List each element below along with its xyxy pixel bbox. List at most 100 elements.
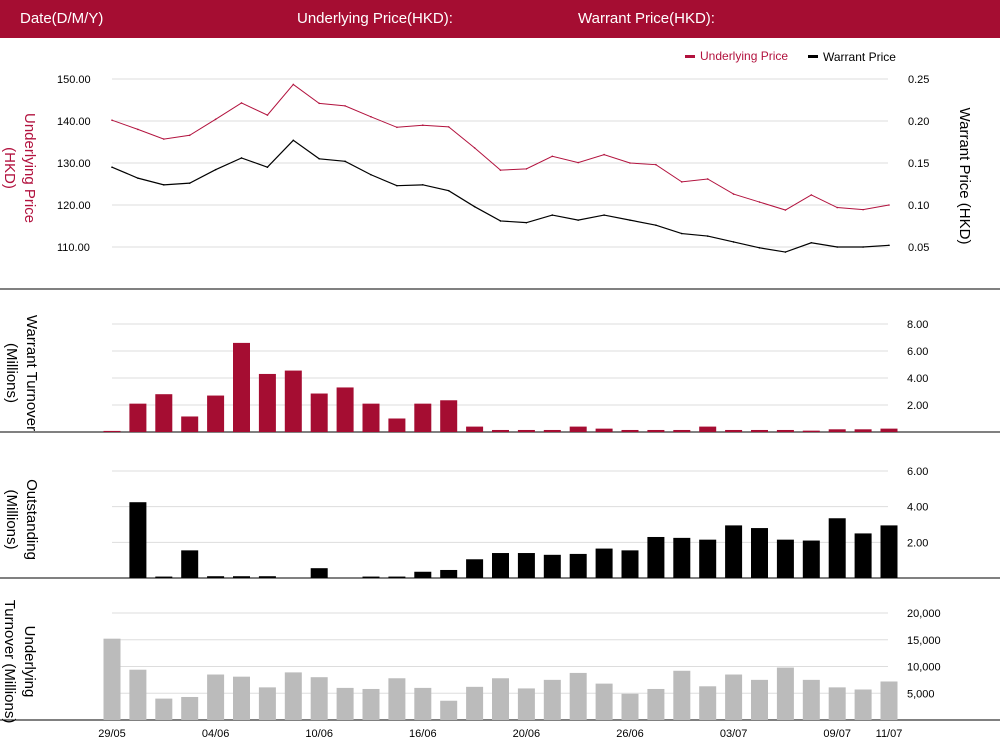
x-tick-label: 29/05 [98,728,126,740]
outstanding-y-tick: 6.00 [907,466,928,478]
outstanding-y-tick: 2.00 [907,537,928,549]
warrant-turnover-bar [802,430,820,432]
underlying-price-point [732,193,735,195]
underlying-turnover-bar [647,688,665,720]
warrant-price-point [111,166,113,168]
underlying-turnover-bar [595,683,613,720]
warrant-turnover-bar [284,370,302,432]
underlying-price-point [266,114,269,116]
warrant-turnover-bar [776,429,794,432]
underlying-turnover-bar [725,674,743,720]
underlying-turnover-bar [517,688,535,720]
warrant-turnover-bar [414,403,432,432]
underlying-price-point [396,126,398,129]
underlying-turnover-bar [440,700,458,720]
warrant-price-point [603,214,605,216]
outstanding-y-tick: 4.00 [907,502,928,514]
underlying-turnover-bar [751,679,768,720]
warrant-price-point [525,221,528,224]
warrant-price-point [318,158,321,160]
underlying-price-point [655,163,657,166]
outstanding-bar [440,569,458,578]
date-label: Date(D/M/Y) [20,10,104,27]
x-tick-label: 10/06 [305,728,333,740]
underlying-turnover-bar [673,670,691,720]
warrant-price-point [370,173,372,176]
warrant-turnover-bar [595,428,613,432]
legend-label-warrant: Warrant Price [823,50,896,64]
underlying-price-point [163,138,165,140]
warrant-price-point [810,242,813,244]
outstanding-bar [854,533,872,578]
outstanding-bar [207,576,225,578]
underlying-turnover-bar [129,669,147,720]
outstanding-bar [155,576,173,578]
x-tick-label: 11/07 [876,728,903,740]
warrant-turnover-bar [828,429,846,432]
underlying-price-point [862,208,864,211]
underlying-price-point [525,168,528,170]
outstanding-bar [595,548,613,578]
warrant-price-point [732,241,735,243]
warrant-turnover-bar [751,429,768,432]
warrant-turnover-bar [543,429,561,432]
outstanding-bar [725,525,743,578]
y-tick-right: 0.10 [908,200,929,212]
warrant-turnover-bar [699,426,717,432]
underlying-price-point [214,118,217,121]
outstanding-bar [776,539,794,578]
warrant-turnover-bar [440,400,458,432]
warrant-turnover-bar [258,373,276,432]
warrant-price-point [758,247,761,249]
underlying-price-point [318,102,321,105]
warrant-price-point [655,224,657,226]
underlying-turnover-y-tick: 20,000 [907,608,941,620]
y-tick-left: 150.00 [57,74,91,86]
warrant-turnover-bar [388,418,406,432]
outstanding-bar [543,554,561,578]
warrant-turnover-bar [336,387,354,432]
underlying-turnover-bar [621,693,639,720]
x-tick-label: 09/07 [823,728,851,740]
y-tick-right: 0.20 [908,116,929,128]
outstanding-bar [310,568,328,578]
underlying-price-point [447,126,450,128]
warrant-turnover-bar [233,342,250,432]
warrant-price-point [188,182,191,184]
underlying-turnover-bar [880,681,898,720]
outstanding-bar [129,502,147,578]
warrant-price-point [240,157,243,159]
warrant-turnover-y-axis-label-line1: Warrant Turnover [23,315,40,431]
x-tick-label: 03/07 [720,728,748,740]
y-axis-label-left-line2: (HKD) [1,147,18,189]
underlying-turnover-bar [258,687,276,720]
underlying-turnover-bar [284,672,302,720]
warrant-price-point [629,219,631,221]
underlying-turnover-y-tick: 10,000 [907,662,941,674]
underlying-price-point [111,119,113,121]
outstanding-bar [569,553,587,578]
y-axis-label-right: Warrant Price (HKD) [956,108,973,245]
underlying-price-point [137,128,139,131]
warrant-turnover-y-tick: 8.00 [907,319,928,331]
underlying-turnover-bar [699,686,717,720]
warrant-turnover-bar [155,394,173,432]
underlying-turnover-bar [233,676,250,720]
warrant-turnover-bar [673,429,691,432]
underlying-turnover-bar [388,678,406,720]
warrant-turnover-bar [569,426,587,432]
warrant-price-point [577,219,579,221]
warrant-turnover-bar [647,429,665,432]
warrant-price-point [551,214,554,216]
y-tick-left: 110.00 [57,242,90,254]
y-tick-right: 0.05 [908,242,929,254]
underlying-price-point [499,169,502,171]
outstanding-bar [673,537,691,578]
warrant-price-point [163,184,165,186]
underlying-price-point [240,102,243,104]
header-bar: Date(D/M/Y) Underlying Price(HKD): Warra… [0,0,1000,38]
y-tick-right: 0.25 [908,74,929,86]
warrant-turnover-bar [181,416,199,432]
outstanding-bar [647,536,665,578]
